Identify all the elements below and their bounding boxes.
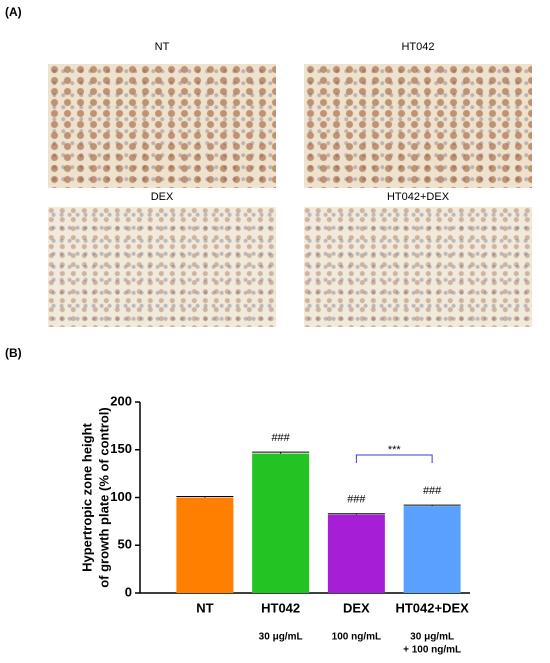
- dose-label: 30 μg/mL: [410, 632, 454, 643]
- micrograph: [48, 64, 276, 188]
- image-caption: NT: [154, 41, 170, 53]
- annotation: ###: [347, 494, 366, 506]
- micrograph: [304, 207, 532, 327]
- y-tick-label: 200: [110, 393, 132, 408]
- significance-bracket: [355, 454, 433, 463]
- image-caption: HT042+DEX: [386, 191, 450, 203]
- y-tick-label: 50: [118, 537, 132, 552]
- y-axis-label: Hypertropic zone height: [79, 422, 94, 571]
- dose-label: 30 μg/mL: [259, 632, 303, 643]
- bar: [176, 497, 234, 593]
- y-tick-label: 150: [110, 441, 132, 456]
- x-tick-label: DEX: [343, 600, 370, 615]
- dose-label: + 100 ng/mL: [403, 645, 461, 656]
- panel-label: (A): [5, 5, 22, 19]
- x-tick-label: HT042+DEX: [395, 600, 469, 615]
- image-caption: HT042: [401, 41, 435, 53]
- x-tick-label: NT: [196, 600, 213, 615]
- y-tick-label: 100: [110, 489, 132, 504]
- y-tick-label: 0: [125, 584, 132, 599]
- micrograph: [304, 64, 532, 188]
- panel-label: (B): [5, 346, 22, 360]
- x-tick-label: HT042: [261, 600, 300, 615]
- annotation: ###: [271, 432, 290, 444]
- significance-label: ***: [388, 444, 402, 456]
- bar: [252, 453, 310, 593]
- image-caption: DEX: [150, 191, 174, 203]
- micrograph: [48, 207, 276, 327]
- dose-label: 100 ng/mL: [332, 632, 381, 643]
- y-axis-label: of growth plate (% of control): [96, 407, 111, 588]
- annotation: ###: [423, 485, 442, 497]
- bar: [403, 506, 461, 593]
- bar: [327, 514, 385, 593]
